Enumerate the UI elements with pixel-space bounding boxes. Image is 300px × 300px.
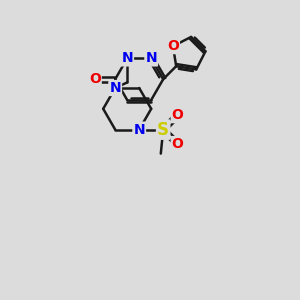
Text: N: N [146, 51, 157, 65]
Text: N: N [134, 123, 145, 136]
Text: O: O [167, 39, 179, 53]
Text: O: O [89, 72, 101, 86]
Text: S: S [157, 121, 169, 139]
Text: O: O [172, 108, 184, 122]
Text: O: O [172, 137, 184, 151]
Text: N: N [122, 51, 133, 65]
Text: N: N [110, 81, 121, 95]
